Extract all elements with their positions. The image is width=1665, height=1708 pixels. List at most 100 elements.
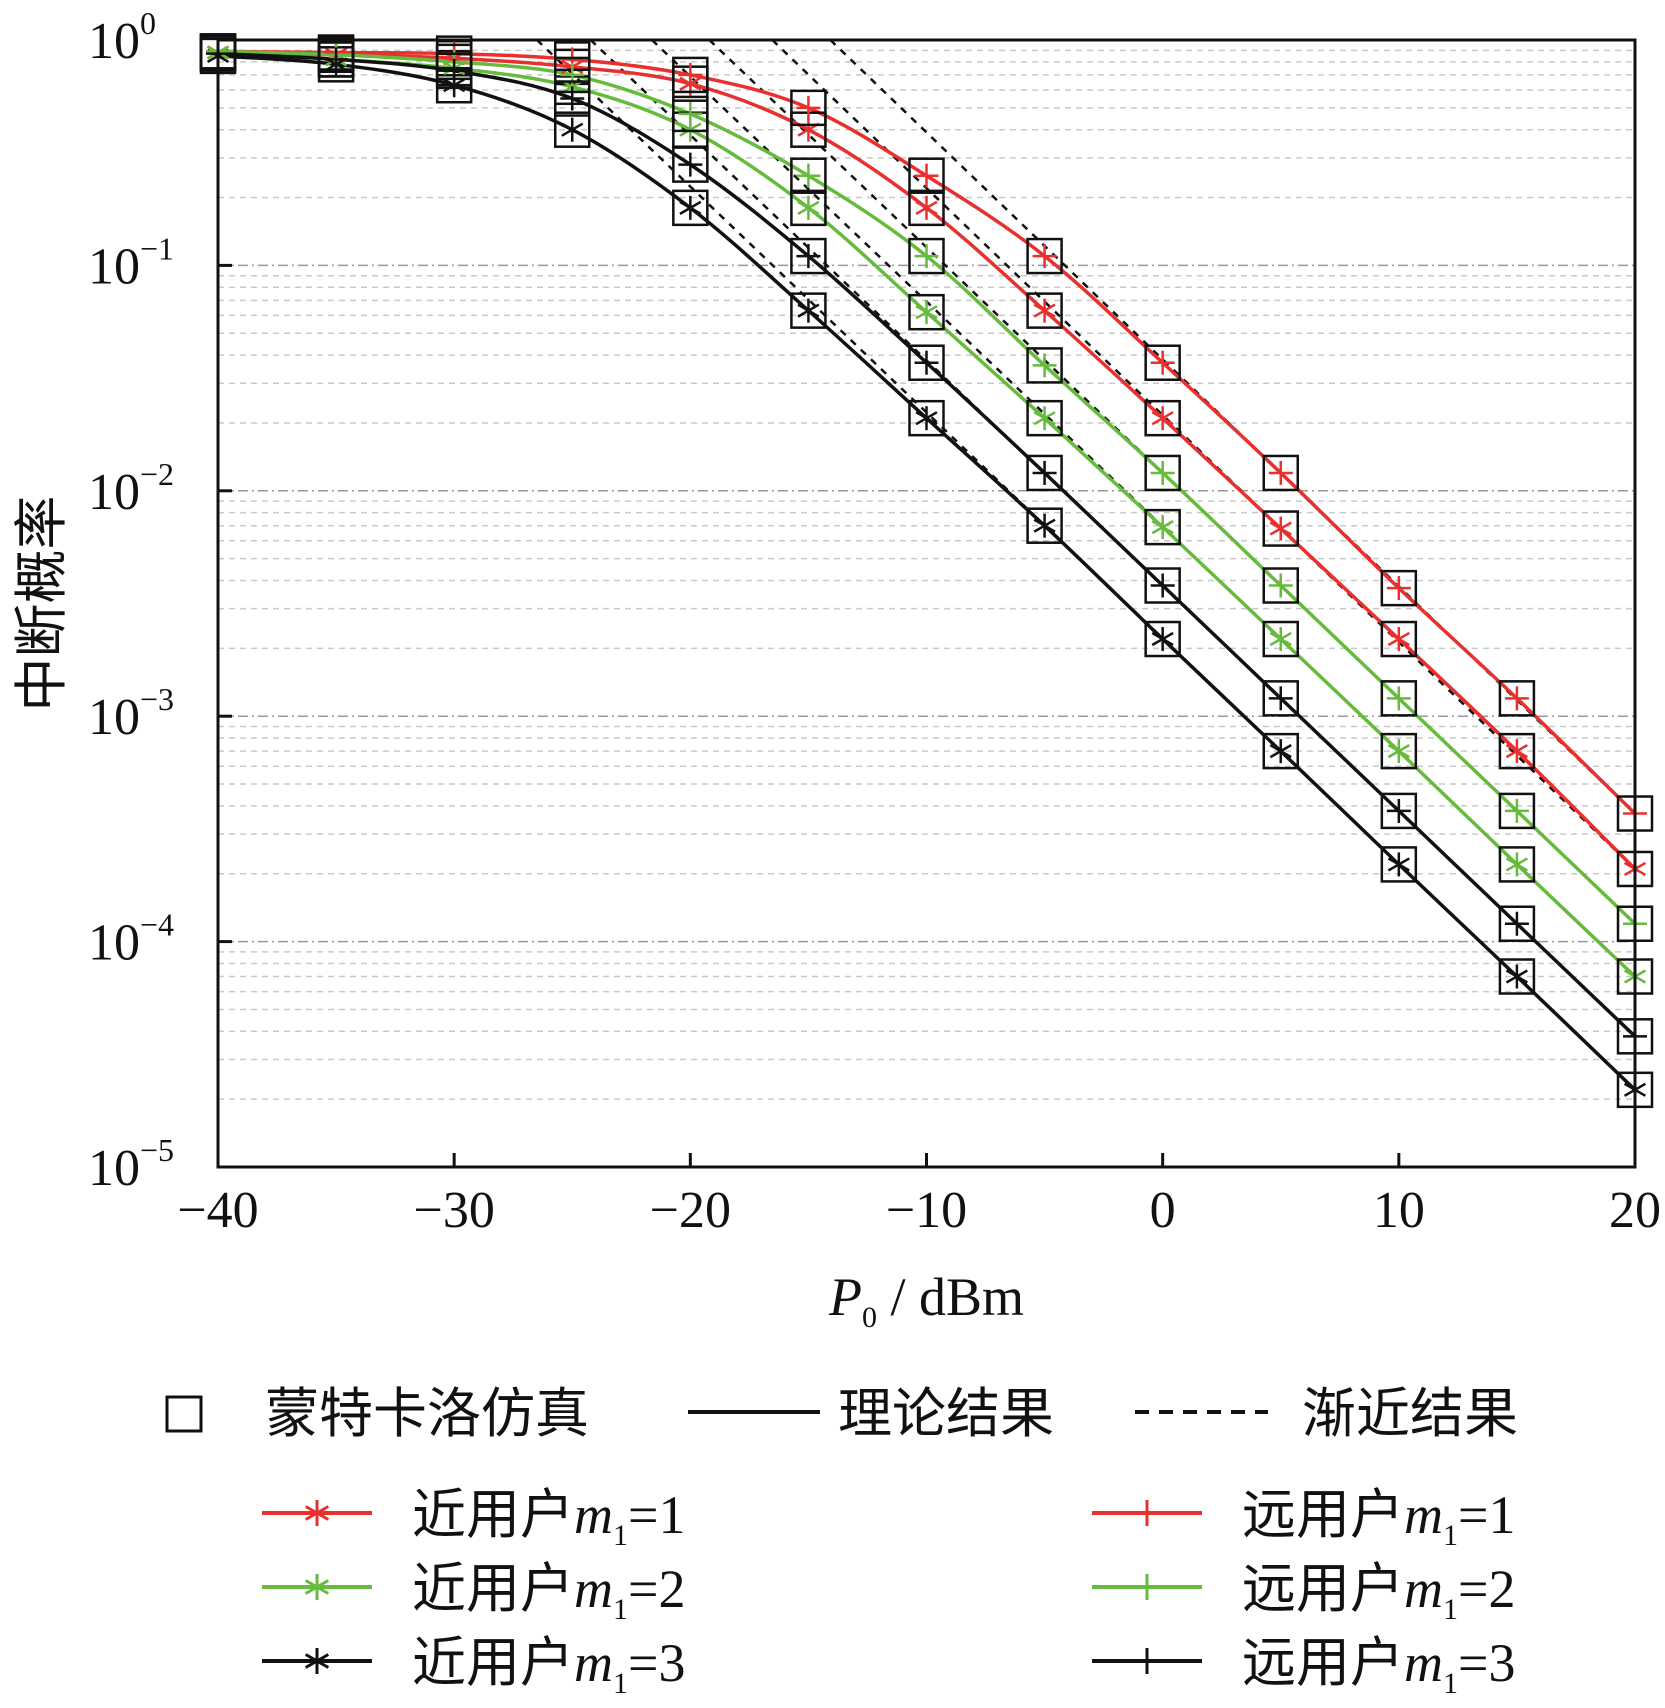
near-m2-marker (1033, 406, 1056, 431)
legend-marker-stroke (304, 1653, 330, 1669)
sim-square-marker (790, 157, 827, 194)
near-m1-marker (1387, 627, 1410, 652)
legend-asymptotic-label: 渐近结果 (1302, 1384, 1518, 1444)
legend-item-near-m2: 近用户m1=2 (262, 1559, 685, 1626)
y-tick-label: 10−3 (88, 681, 174, 746)
marker-stroke (797, 303, 820, 318)
near-m1-marker (1033, 298, 1056, 323)
sim-square-marker (908, 157, 945, 194)
far-m2-marker (1504, 798, 1529, 823)
near-m2-marker (1269, 627, 1292, 652)
sim-square-marker (1262, 567, 1299, 604)
legend-label-part: 近用户 (412, 1559, 574, 1619)
legend-square-icon (165, 1395, 203, 1433)
marker-stroke (915, 305, 938, 320)
legend-series-label: 近用户m1=3 (412, 1633, 685, 1700)
sim-square-marker (554, 111, 591, 148)
legend-label-part: 1 (613, 1667, 628, 1700)
marker-stroke (443, 78, 466, 93)
marker-stroke (915, 200, 938, 215)
marker-stroke (1387, 857, 1410, 872)
sim-square-marker (1380, 680, 1418, 717)
legend-marker-stroke (304, 1579, 330, 1595)
marker-stroke (1387, 631, 1410, 647)
legend-monte-carlo-label: 蒙特卡洛仿真 (265, 1384, 589, 1444)
near-m1-marker (915, 195, 938, 220)
legend-label-part: m (574, 1485, 613, 1545)
legend-label-part: m (1404, 1485, 1443, 1545)
far-m3-marker (1032, 460, 1057, 485)
legend-label-part: =1 (628, 1485, 685, 1545)
sim-square-marker (1144, 620, 1181, 658)
far-m2-marker (914, 244, 939, 269)
sim-square-marker (1380, 846, 1418, 883)
y-tick-exponent: −3 (140, 681, 174, 717)
legend-label-part: 远用户 (1242, 1559, 1404, 1619)
y-tick-exponent: −5 (140, 1132, 174, 1168)
sim-square-marker (554, 80, 591, 117)
far-m3-marker (796, 244, 821, 269)
legend-series-label: 远用户m1=3 (1242, 1633, 1515, 1700)
near-m1-marker (1151, 406, 1174, 431)
theory-line-near-m1 (217, 50, 1637, 871)
near-m1-marker (1505, 739, 1528, 764)
legend-label-part: m (1404, 1559, 1443, 1619)
sim-square-marker (1498, 846, 1536, 883)
x-axis-title-sub: 0 (862, 1301, 877, 1334)
legend-label-part: 远用户 (1242, 1633, 1404, 1693)
far-m1-marker (1386, 576, 1411, 601)
legend-label-part: =3 (1458, 1633, 1515, 1693)
legend-item-far-m2: 远用户m1=2 (1092, 1559, 1515, 1626)
far-m2-marker (796, 163, 821, 188)
sim-square-marker (908, 237, 945, 275)
sim-square-marker (790, 189, 827, 227)
x-tick-label: −20 (650, 1182, 731, 1239)
legend-series: 近用户m1=1近用户m1=2近用户m1=3远用户m1=1远用户m1=2远用户m1… (262, 1485, 1515, 1700)
sim-square-marker (790, 292, 827, 329)
x-tick-label: 0 (1150, 1182, 1176, 1239)
sim-square-marker (1144, 399, 1181, 437)
sim-square-marker (908, 399, 945, 437)
marker-stroke (1269, 744, 1292, 759)
sim-square-marker (1026, 399, 1063, 437)
simulation-markers (199, 33, 1654, 1109)
y-tick-label: 10−2 (88, 456, 174, 521)
x-tick-label: −30 (414, 1182, 495, 1239)
y-tick-label: 100 (88, 5, 156, 70)
legend-label-part: 近用户 (412, 1485, 574, 1545)
marker-stroke (915, 411, 938, 426)
far-m3-marker (1268, 686, 1293, 711)
sim-square-marker (1026, 507, 1063, 544)
marker-stroke (1269, 631, 1292, 647)
y-tick-base: 10 (88, 1140, 140, 1197)
x-axis-title: P0 / dBm (828, 1267, 1024, 1334)
y-tick-exponent: 0 (140, 5, 156, 41)
near-m3-marker (561, 117, 584, 142)
asymptote-line-far-m3 (589, 39, 1636, 1038)
near-m3-marker (915, 406, 938, 431)
marker-stroke (797, 200, 820, 215)
far-m3-marker (324, 47, 349, 72)
sim-square-marker (1498, 680, 1536, 717)
sim-square-marker (1144, 567, 1181, 604)
sim-square-marker (908, 189, 945, 227)
far-m1-marker (1032, 244, 1057, 269)
far-m1-marker (1150, 350, 1175, 375)
legend-item-far-m1: 远用户m1=1 (1092, 1485, 1515, 1552)
sim-square-marker (672, 56, 709, 94)
marker-stroke (1151, 631, 1174, 647)
legend-label-part: 近用户 (412, 1633, 574, 1693)
marker-stroke (1269, 521, 1292, 536)
x-tick-label: 10 (1373, 1182, 1425, 1239)
marker-stroke (1505, 857, 1528, 872)
near-m1-marker (1269, 516, 1292, 541)
sim-square-marker (1498, 905, 1536, 943)
x-axis-title-unit: / dBm (877, 1267, 1024, 1327)
far-m1-marker (1504, 686, 1529, 711)
sim-square-marker (672, 146, 709, 183)
near-m3-marker (797, 298, 820, 323)
sim-square-marker (1498, 732, 1536, 770)
far-m3-marker (1386, 798, 1411, 823)
near-m3-marker (1033, 513, 1056, 538)
